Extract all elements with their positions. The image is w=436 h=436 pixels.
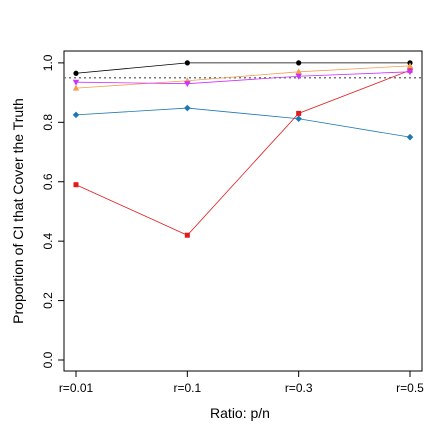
y-tick-label: 0.6 xyxy=(41,173,55,190)
x-axis-label: Ratio: p/n xyxy=(210,405,270,421)
point xyxy=(72,84,80,91)
y-tick-label: 0.4 xyxy=(41,232,55,249)
x-tick-label: r=0.01 xyxy=(59,381,94,395)
point xyxy=(73,182,79,188)
y-axis-label: Proportion of CI that Cover the Truth xyxy=(10,98,26,324)
y-tick-label: 0.8 xyxy=(41,114,55,131)
y-tick-label: 0.0 xyxy=(41,351,55,368)
point xyxy=(406,62,414,69)
series-line xyxy=(75,65,411,89)
point xyxy=(295,115,302,123)
point xyxy=(184,104,191,112)
y-tick-label: 0.2 xyxy=(41,292,55,309)
point xyxy=(406,69,414,76)
point xyxy=(73,70,79,76)
point xyxy=(184,232,190,238)
point xyxy=(296,110,302,116)
point xyxy=(295,73,302,80)
x-tick-label: r=0.5 xyxy=(396,381,424,395)
point xyxy=(72,111,80,119)
series-line xyxy=(75,107,411,138)
series-line xyxy=(75,71,411,85)
point xyxy=(72,79,80,86)
point xyxy=(184,60,190,66)
point xyxy=(295,68,302,75)
x-tick-label: r=0.1 xyxy=(173,381,201,395)
point xyxy=(184,81,191,88)
y-tick-label: 1.0 xyxy=(41,54,55,71)
point xyxy=(296,60,302,66)
series-line xyxy=(75,69,411,236)
series-line xyxy=(75,62,410,74)
plot-box xyxy=(63,50,423,372)
point xyxy=(406,133,414,141)
x-tick-label: r=0.3 xyxy=(285,381,313,395)
